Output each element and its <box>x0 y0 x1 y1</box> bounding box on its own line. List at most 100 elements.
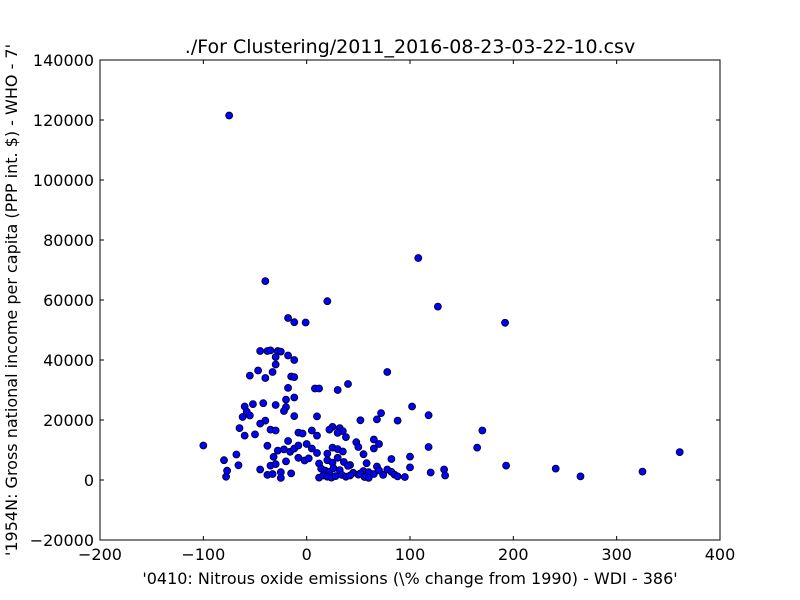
data-point <box>473 443 482 452</box>
data-point <box>234 461 243 470</box>
data-point <box>377 409 385 418</box>
data-point <box>271 401 280 409</box>
data-point <box>441 471 450 480</box>
data-point <box>287 469 296 478</box>
y-tick-label: 60000 <box>43 291 94 310</box>
data-point <box>220 456 228 465</box>
data-point <box>245 411 254 420</box>
data-point <box>199 441 208 450</box>
data-point <box>261 277 270 286</box>
data-point <box>271 360 280 369</box>
y-tick-label: 140000 <box>33 51 94 70</box>
data-point <box>290 393 299 402</box>
data-point <box>282 395 290 404</box>
data-point <box>259 399 268 408</box>
data-point <box>344 380 352 388</box>
data-point <box>256 465 265 474</box>
data-point <box>406 463 414 472</box>
data-point <box>223 466 232 475</box>
y-tick-label: 120000 <box>33 111 94 130</box>
data-point <box>424 411 433 420</box>
data-point <box>256 347 265 355</box>
data-point <box>235 424 244 433</box>
x-tick-label: 0 <box>302 545 312 564</box>
y-tick-label: 0 <box>84 471 94 490</box>
data-point <box>261 374 270 382</box>
data-point <box>414 254 423 262</box>
data-point <box>284 437 292 445</box>
data-point <box>408 402 416 411</box>
data-point <box>284 383 292 392</box>
data-point <box>400 473 409 481</box>
data-point <box>323 449 332 458</box>
chart-title: ./For Clustering/2011_2016-08-23-03-22-1… <box>185 36 635 58</box>
data-point <box>344 461 352 470</box>
data-point <box>268 368 277 376</box>
data-point <box>238 413 247 421</box>
data-point <box>501 318 509 327</box>
data-point <box>271 426 280 435</box>
data-point <box>276 347 285 356</box>
data-point <box>301 318 310 327</box>
data-point <box>638 467 647 476</box>
data-point <box>268 470 277 478</box>
data-point <box>263 441 272 450</box>
data-point <box>379 470 388 479</box>
data-point <box>313 431 321 440</box>
data-point <box>478 426 487 435</box>
data-point <box>325 425 334 434</box>
data-point <box>290 412 299 421</box>
data-point <box>245 371 254 380</box>
data-point <box>271 353 280 361</box>
data-point <box>290 373 299 382</box>
data-point <box>354 443 363 451</box>
data-point <box>251 430 259 439</box>
data-point <box>333 386 342 394</box>
data-point <box>369 444 378 453</box>
data-point <box>302 440 311 448</box>
data-point <box>551 464 560 473</box>
data-point <box>269 452 278 461</box>
ticks-layer: −200 −100 0 100 200 300 400 −20000 0 20000 40000 60… <box>30 51 736 564</box>
data-point <box>298 429 307 438</box>
data-point <box>362 459 371 468</box>
data-point <box>284 351 292 360</box>
x-axis-title: '0410: Nitrous oxide emissions (\% chang… <box>142 569 677 588</box>
data-point <box>331 472 340 481</box>
data-point <box>406 452 414 461</box>
data-point <box>383 368 392 376</box>
data-point <box>282 457 290 466</box>
data-point <box>373 415 381 424</box>
data-point <box>249 400 257 409</box>
data-point <box>256 419 265 428</box>
data-point <box>502 461 511 470</box>
data-point <box>576 472 585 481</box>
data-point <box>313 449 321 457</box>
data-point <box>276 473 285 482</box>
y-axis-title: '1954N: Gross national income per capita… <box>2 44 21 556</box>
data-point <box>426 468 435 477</box>
data-point <box>307 444 316 453</box>
data-point <box>284 314 292 322</box>
y-tick-label: 40000 <box>43 351 94 370</box>
y-tick-label: 100000 <box>33 171 94 190</box>
data-point <box>273 446 282 455</box>
data-point <box>313 412 321 421</box>
data-point <box>333 428 342 437</box>
x-tick-label: −200 <box>78 545 122 564</box>
data-point <box>290 318 299 327</box>
data-point <box>315 384 323 393</box>
data-point <box>393 472 402 481</box>
data-point <box>356 416 365 425</box>
y-tick-label: 20000 <box>43 411 94 430</box>
data-point <box>369 435 378 444</box>
x-tick-label: 200 <box>498 545 529 564</box>
data-point <box>333 453 342 462</box>
data-point <box>271 460 280 469</box>
y-tick-label: 80000 <box>43 231 94 250</box>
data-point <box>675 448 684 457</box>
x-tick-label: 400 <box>705 545 736 564</box>
points-layer <box>199 111 684 482</box>
data-point <box>290 356 299 364</box>
